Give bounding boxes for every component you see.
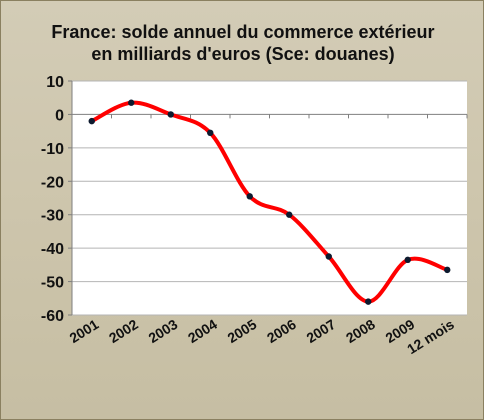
data-point bbox=[325, 253, 332, 260]
x-tick-label: 2007 bbox=[303, 316, 338, 346]
data-point bbox=[167, 111, 174, 118]
y-tick-label: -10 bbox=[41, 141, 64, 158]
data-point bbox=[128, 99, 135, 106]
data-point bbox=[365, 298, 372, 305]
y-tick-label: 10 bbox=[46, 74, 64, 91]
data-point bbox=[404, 256, 411, 264]
data-point bbox=[207, 129, 214, 137]
x-tick-label: 2004 bbox=[185, 316, 220, 346]
data-point bbox=[88, 117, 95, 125]
x-tick-label: 2005 bbox=[224, 316, 259, 346]
x-tick-label: 2006 bbox=[264, 316, 299, 346]
y-tick-label: -20 bbox=[41, 174, 64, 191]
plot-area bbox=[72, 81, 467, 315]
y-tick-label: 0 bbox=[55, 107, 64, 124]
chart-title-line-2: en milliards d'euros (Sce: douanes) bbox=[91, 44, 395, 64]
y-tick-label: -30 bbox=[41, 208, 64, 225]
data-point bbox=[444, 266, 451, 274]
x-tick-label: 2002 bbox=[106, 316, 141, 346]
y-tick-label: -60 bbox=[41, 308, 64, 325]
gridlines bbox=[72, 80, 467, 316]
axes bbox=[68, 80, 468, 316]
series-layer bbox=[88, 99, 451, 305]
series-line bbox=[89, 100, 450, 304]
y-axis-ticks: 10 0 -10 -20 -30 -40 -50 -60 bbox=[41, 74, 64, 325]
x-tick-label: 2008 bbox=[343, 316, 378, 346]
x-tick-label: 2001 bbox=[66, 316, 101, 346]
chart-title-line-1: France: solde annuel du commerce extérie… bbox=[51, 22, 435, 42]
data-point bbox=[286, 211, 293, 218]
x-tick-label: 2003 bbox=[145, 316, 180, 346]
data-point bbox=[246, 193, 253, 200]
y-tick-label: -50 bbox=[41, 275, 64, 292]
y-tick-label: -40 bbox=[41, 241, 64, 258]
